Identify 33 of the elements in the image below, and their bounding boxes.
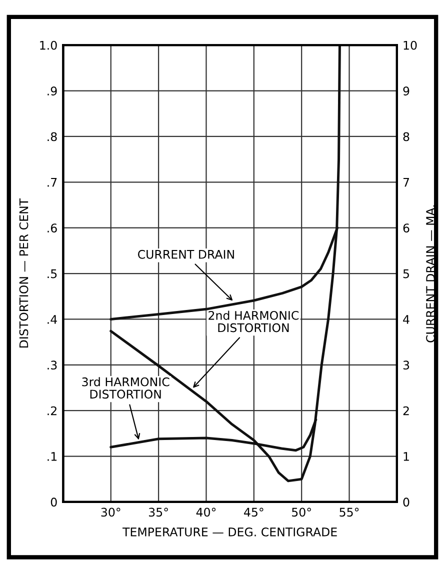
y-tick-label: .7	[48, 178, 57, 187]
x-tick-label: 55°	[340, 508, 359, 517]
x-tick-label: 50°	[292, 508, 311, 517]
x-tick-label: 35°	[148, 508, 168, 517]
x-tick-label: 45°	[244, 508, 264, 517]
x-axis-title: TEMPERATURE — DEG. CENTIGRADE	[122, 527, 337, 536]
y2-tick-label: 6	[403, 224, 410, 233]
y-tick-label: .4	[48, 315, 57, 324]
y-tick-label: .5	[48, 269, 57, 278]
y-axis-title: DISTORTION — PER CENT	[19, 198, 28, 348]
y-tick-label: 0	[50, 498, 57, 507]
y2-tick-label: 7	[403, 178, 409, 187]
y-tick-label: .9	[48, 86, 57, 96]
y2-tick-label: 0	[403, 498, 410, 507]
annotation: CURRENT DRAIN	[138, 250, 234, 259]
y2-tick-label: 3	[403, 360, 410, 370]
y2-tick-label: 9	[403, 86, 410, 96]
y-tick-label: .8	[48, 132, 57, 142]
y-tick-label: .1	[48, 452, 57, 461]
y2-tick-label: 1	[404, 452, 409, 461]
y2-tick-label: 10	[404, 40, 417, 50]
y2-tick-label: 8	[403, 132, 410, 142]
annotation: 3rd HARMONIC DISTORTION	[82, 377, 170, 399]
annotation: 2nd HARMONIC DISTORTION	[208, 310, 299, 332]
y-tick-label: .2	[48, 406, 56, 416]
y2-tick-label: 2	[403, 406, 409, 416]
x-tick-label: 40°	[196, 508, 216, 517]
x-tick-label: 30°	[101, 508, 120, 517]
y-tick-label: .3	[48, 360, 57, 370]
y2-tick-label: 4	[403, 315, 410, 324]
y2-tick-label: 5	[403, 269, 409, 278]
y-tick-label: 1.0	[40, 40, 57, 50]
y-tick-label: .6	[48, 224, 57, 233]
